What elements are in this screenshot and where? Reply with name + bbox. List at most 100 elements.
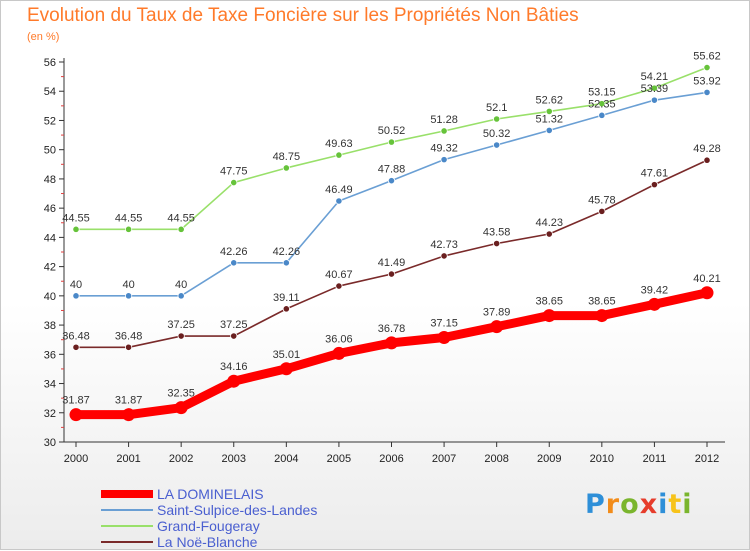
legend: LA DOMINELAIS Saint-Sulpice-des-Landes Gra… (101, 486, 317, 550)
data-point-grand-fougeray (282, 164, 290, 172)
data-point-grand-fougeray (545, 107, 553, 116)
data-point-la-dominelais (69, 408, 83, 422)
data-label-saint-sulpice-des-landes: 40 (175, 279, 187, 291)
legend-swatch (101, 525, 153, 527)
data-label-la-noe-blanche: 36.48 (115, 330, 143, 342)
data-label-la-dominelais: 34.16 (220, 361, 248, 373)
legend-swatch (101, 541, 153, 543)
data-label-saint-sulpice-des-landes: 53.39 (641, 83, 669, 95)
data-point-saint-sulpice-des-landes (545, 126, 553, 134)
data-point-la-noe-blanche (703, 156, 711, 164)
data-label-la-dominelais: 39.42 (641, 284, 669, 296)
data-point-grand-fougeray (650, 84, 659, 92)
data-label-grand-fougeray: 53.15 (588, 87, 616, 99)
x-tick-label: 2010 (590, 453, 614, 465)
legend-item-grand-fougeray: Grand-Fougeray (101, 518, 317, 534)
data-label-saint-sulpice-des-landes: 50.32 (483, 128, 511, 140)
data-label-saint-sulpice-des-landes: 52.35 (588, 98, 616, 110)
data-point-grand-fougeray (72, 225, 80, 233)
x-tick-label: 2003 (222, 453, 246, 465)
data-point-la-noe-blanche (124, 343, 133, 351)
data-label-la-dominelais: 40.21 (693, 273, 721, 285)
data-point-saint-sulpice-des-landes (493, 141, 501, 149)
y-tick-label: 52 (44, 115, 56, 127)
data-point-la-dominelais (385, 336, 398, 350)
data-point-la-noe-blanche (545, 230, 553, 238)
data-label-grand-fougeray: 47.75 (220, 166, 248, 178)
x-tick-label: 2009 (537, 453, 561, 465)
data-label-grand-fougeray: 54.21 (641, 71, 669, 83)
data-label-saint-sulpice-des-landes: 42.26 (273, 246, 301, 258)
data-point-saint-sulpice-des-landes (177, 292, 185, 300)
data-label-la-dominelais: 32.35 (167, 388, 195, 400)
data-label-saint-sulpice-des-landes: 53.92 (693, 75, 721, 87)
data-label-la-noe-blanche: 47.61 (641, 168, 669, 180)
data-label-grand-fougeray: 48.75 (273, 151, 301, 163)
data-point-la-dominelais (332, 346, 346, 360)
data-point-saint-sulpice-des-landes (230, 259, 238, 267)
data-label-la-dominelais: 36.78 (378, 323, 406, 335)
data-label-la-noe-blanche: 37.25 (167, 319, 195, 331)
data-label-la-dominelais: 36.06 (325, 333, 353, 345)
x-tick-label: 2004 (274, 453, 298, 465)
x-tick-label: 2008 (484, 453, 508, 465)
data-point-saint-sulpice-des-landes (387, 177, 396, 185)
data-label-grand-fougeray: 49.63 (325, 138, 353, 150)
data-point-la-noe-blanche (493, 239, 501, 248)
data-label-grand-fougeray: 44.55 (167, 212, 195, 224)
data-point-grand-fougeray (598, 100, 606, 108)
data-point-saint-sulpice-des-landes (282, 259, 290, 267)
data-point-la-noe-blanche (335, 282, 343, 290)
data-label-saint-sulpice-des-landes: 40 (122, 279, 134, 291)
data-point-la-noe-blanche (72, 343, 80, 351)
data-point-grand-fougeray (440, 127, 448, 135)
data-label-la-noe-blanche: 45.78 (588, 194, 616, 206)
data-point-grand-fougeray (703, 63, 711, 72)
legend-label: La Noë-Blanche (157, 534, 258, 550)
data-point-la-dominelais (595, 309, 609, 323)
y-tick-label: 34 (44, 379, 56, 391)
data-point-la-dominelais (437, 331, 451, 344)
data-label-la-noe-blanche: 43.58 (483, 227, 511, 239)
data-label-la-noe-blanche: 44.23 (535, 217, 563, 229)
data-point-la-noe-blanche (650, 181, 659, 189)
data-label-la-dominelais: 37.89 (483, 307, 511, 319)
data-point-saint-sulpice-des-landes (440, 156, 448, 164)
y-tick-label: 46 (44, 203, 56, 215)
y-tick-label: 44 (44, 232, 56, 244)
legend-item-la-noe-blanche: La Noë-Blanche (101, 534, 317, 550)
legend-label: Saint-Sulpice-des-Landes (157, 502, 318, 518)
data-point-la-dominelais (542, 309, 556, 323)
data-point-la-noe-blanche (177, 332, 185, 340)
data-point-la-dominelais (700, 286, 714, 300)
data-label-la-noe-blanche: 37.25 (220, 319, 248, 331)
data-point-la-noe-blanche (282, 305, 290, 313)
y-tick-label: 48 (44, 174, 56, 186)
data-label-grand-fougeray: 51.28 (430, 114, 458, 126)
data-label-saint-sulpice-des-landes: 40 (70, 279, 82, 291)
x-tick-label: 2012 (695, 453, 719, 465)
data-point-saint-sulpice-des-landes (72, 292, 80, 300)
data-point-la-noe-blanche (230, 332, 238, 340)
data-point-grand-fougeray (230, 178, 238, 187)
y-tick-label: 56 (44, 57, 56, 69)
data-label-la-noe-blanche: 41.49 (378, 257, 406, 269)
data-label-la-dominelais: 31.87 (115, 395, 143, 407)
data-label-grand-fougeray: 52.1 (486, 102, 507, 114)
data-point-la-noe-blanche (440, 252, 448, 260)
chart-title: Evolution du Taux de Taxe Foncière sur l… (27, 5, 579, 26)
x-tick-label: 2011 (643, 453, 667, 465)
x-tick-label: 2000 (64, 453, 88, 465)
y-tick-label: 50 (44, 145, 56, 157)
data-point-la-dominelais (227, 374, 241, 388)
y-tick-label: 30 (44, 437, 56, 449)
data-point-saint-sulpice-des-landes (124, 292, 133, 300)
data-label-grand-fougeray: 44.55 (115, 212, 143, 224)
data-point-saint-sulpice-des-landes (650, 96, 659, 104)
x-tick-label: 2006 (379, 453, 403, 465)
data-label-la-noe-blanche: 42.73 (430, 239, 458, 251)
data-label-grand-fougeray: 55.62 (693, 51, 721, 63)
legend-label: Grand-Fougeray (157, 518, 260, 534)
data-label-la-dominelais: 38.65 (535, 296, 563, 308)
